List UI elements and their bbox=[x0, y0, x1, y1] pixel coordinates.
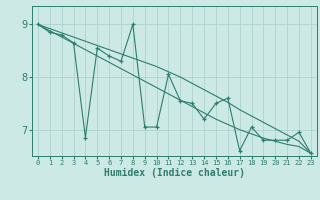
X-axis label: Humidex (Indice chaleur): Humidex (Indice chaleur) bbox=[104, 168, 245, 178]
